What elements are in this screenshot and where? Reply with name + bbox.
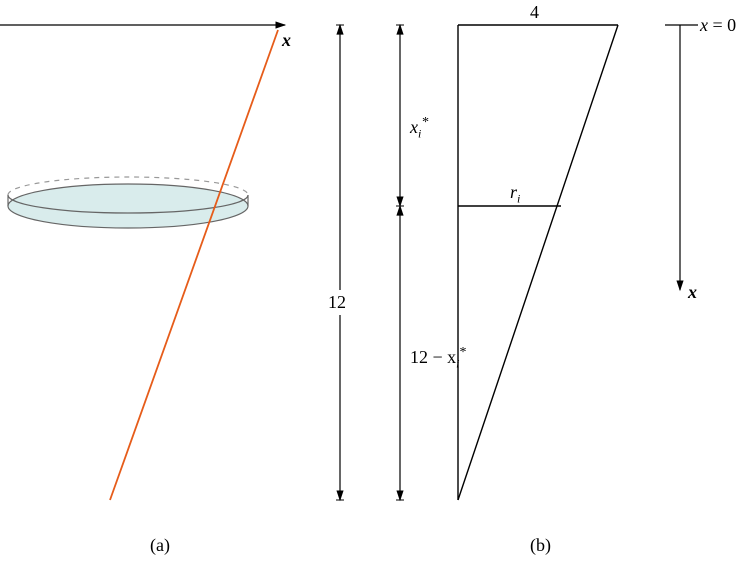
axis-b — [665, 25, 698, 290]
x-zero-label: x = 0 — [700, 15, 736, 36]
disk — [8, 177, 248, 228]
xi-star-label: xi* — [410, 115, 428, 142]
ri-label: ri — [510, 182, 520, 207]
panel-a-label: (a) — [150, 535, 170, 556]
dim-12-label: 12 — [328, 290, 346, 315]
cone-edge — [110, 30, 278, 500]
triangle — [458, 25, 618, 500]
x-label-b: x — [688, 282, 697, 303]
diagram-svg — [0, 0, 746, 561]
twelve-minus-xi-label: 12 − xi* — [410, 345, 467, 372]
x-label-a: x — [282, 30, 291, 51]
top-width-label: 4 — [530, 2, 539, 23]
panel-b-label: (b) — [530, 535, 551, 556]
